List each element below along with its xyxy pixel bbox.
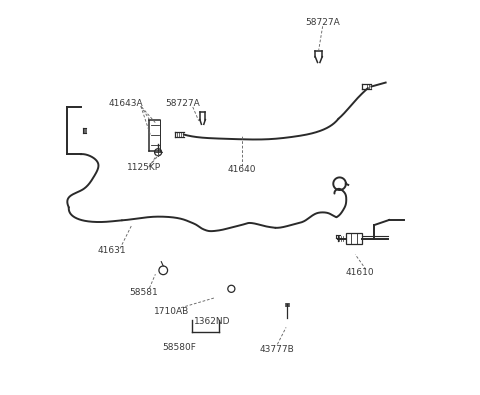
Text: 41631: 41631 (98, 246, 126, 255)
Text: 41643A: 41643A (108, 98, 143, 107)
Text: 58581: 58581 (129, 288, 158, 297)
Text: 1362ND: 1362ND (194, 317, 231, 326)
Text: 1125KP: 1125KP (127, 164, 161, 173)
Text: 41610: 41610 (346, 268, 374, 277)
Text: 41640: 41640 (228, 166, 256, 175)
Bar (346, 233, 362, 245)
Text: 58727A: 58727A (166, 98, 200, 107)
Text: 58580F: 58580F (162, 342, 196, 352)
Text: 43777B: 43777B (260, 344, 295, 354)
Text: 58727A: 58727A (305, 18, 340, 27)
Text: 1710AB: 1710AB (154, 307, 189, 316)
